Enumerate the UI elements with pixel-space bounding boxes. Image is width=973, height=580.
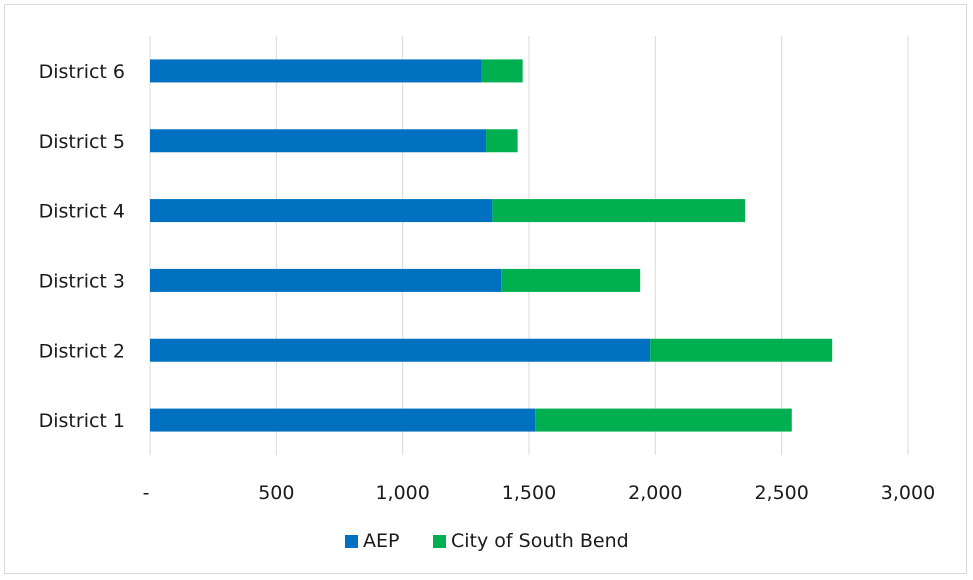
legend-swatch-0 xyxy=(345,535,358,548)
x-tick-label: 2,000 xyxy=(628,482,682,504)
x-tick-label: 1,000 xyxy=(375,482,429,504)
bar-district-4-series-1 xyxy=(492,199,746,223)
x-tick-label: 2,500 xyxy=(754,482,808,504)
category-label: District 2 xyxy=(39,340,125,362)
category-label: District 6 xyxy=(39,61,125,83)
bar-district-3-series-1 xyxy=(501,268,641,292)
x-tick-label: - xyxy=(143,482,150,504)
bar-district-1-series-0 xyxy=(150,408,536,432)
category-label: District 3 xyxy=(39,270,125,292)
legend: AEP City of South Bend xyxy=(345,530,629,552)
x-tick-label: 500 xyxy=(258,482,294,504)
bar-district-5-series-1 xyxy=(486,129,518,153)
bar-district-3-series-0 xyxy=(150,268,502,292)
bars xyxy=(150,59,833,432)
category-label: District 1 xyxy=(39,410,125,432)
gridlines xyxy=(149,36,909,455)
bar-district-1-series-1 xyxy=(535,408,792,432)
x-tick-labels: - 500 1,000 1,500 2,000 2,500 3,000 xyxy=(143,482,936,504)
category-label: District 5 xyxy=(39,131,125,153)
legend-label-0: AEP xyxy=(363,530,399,552)
bar-district-5-series-0 xyxy=(150,129,487,153)
bar-district-6-series-1 xyxy=(480,59,523,83)
category-labels: District 6 District 5 District 4 District 3… xyxy=(39,61,125,432)
legend-label-1: City of South Bend xyxy=(451,530,629,552)
bar-district-6-series-0 xyxy=(150,59,481,83)
bar-district-2-series-1 xyxy=(650,338,833,362)
category-label: District 4 xyxy=(39,201,125,223)
bar-district-2-series-0 xyxy=(150,338,651,362)
legend-swatch-1 xyxy=(433,535,446,548)
bar-district-4-series-0 xyxy=(150,199,493,223)
x-tick-label: 3,000 xyxy=(881,482,935,504)
x-tick-label: 1,500 xyxy=(502,482,556,504)
